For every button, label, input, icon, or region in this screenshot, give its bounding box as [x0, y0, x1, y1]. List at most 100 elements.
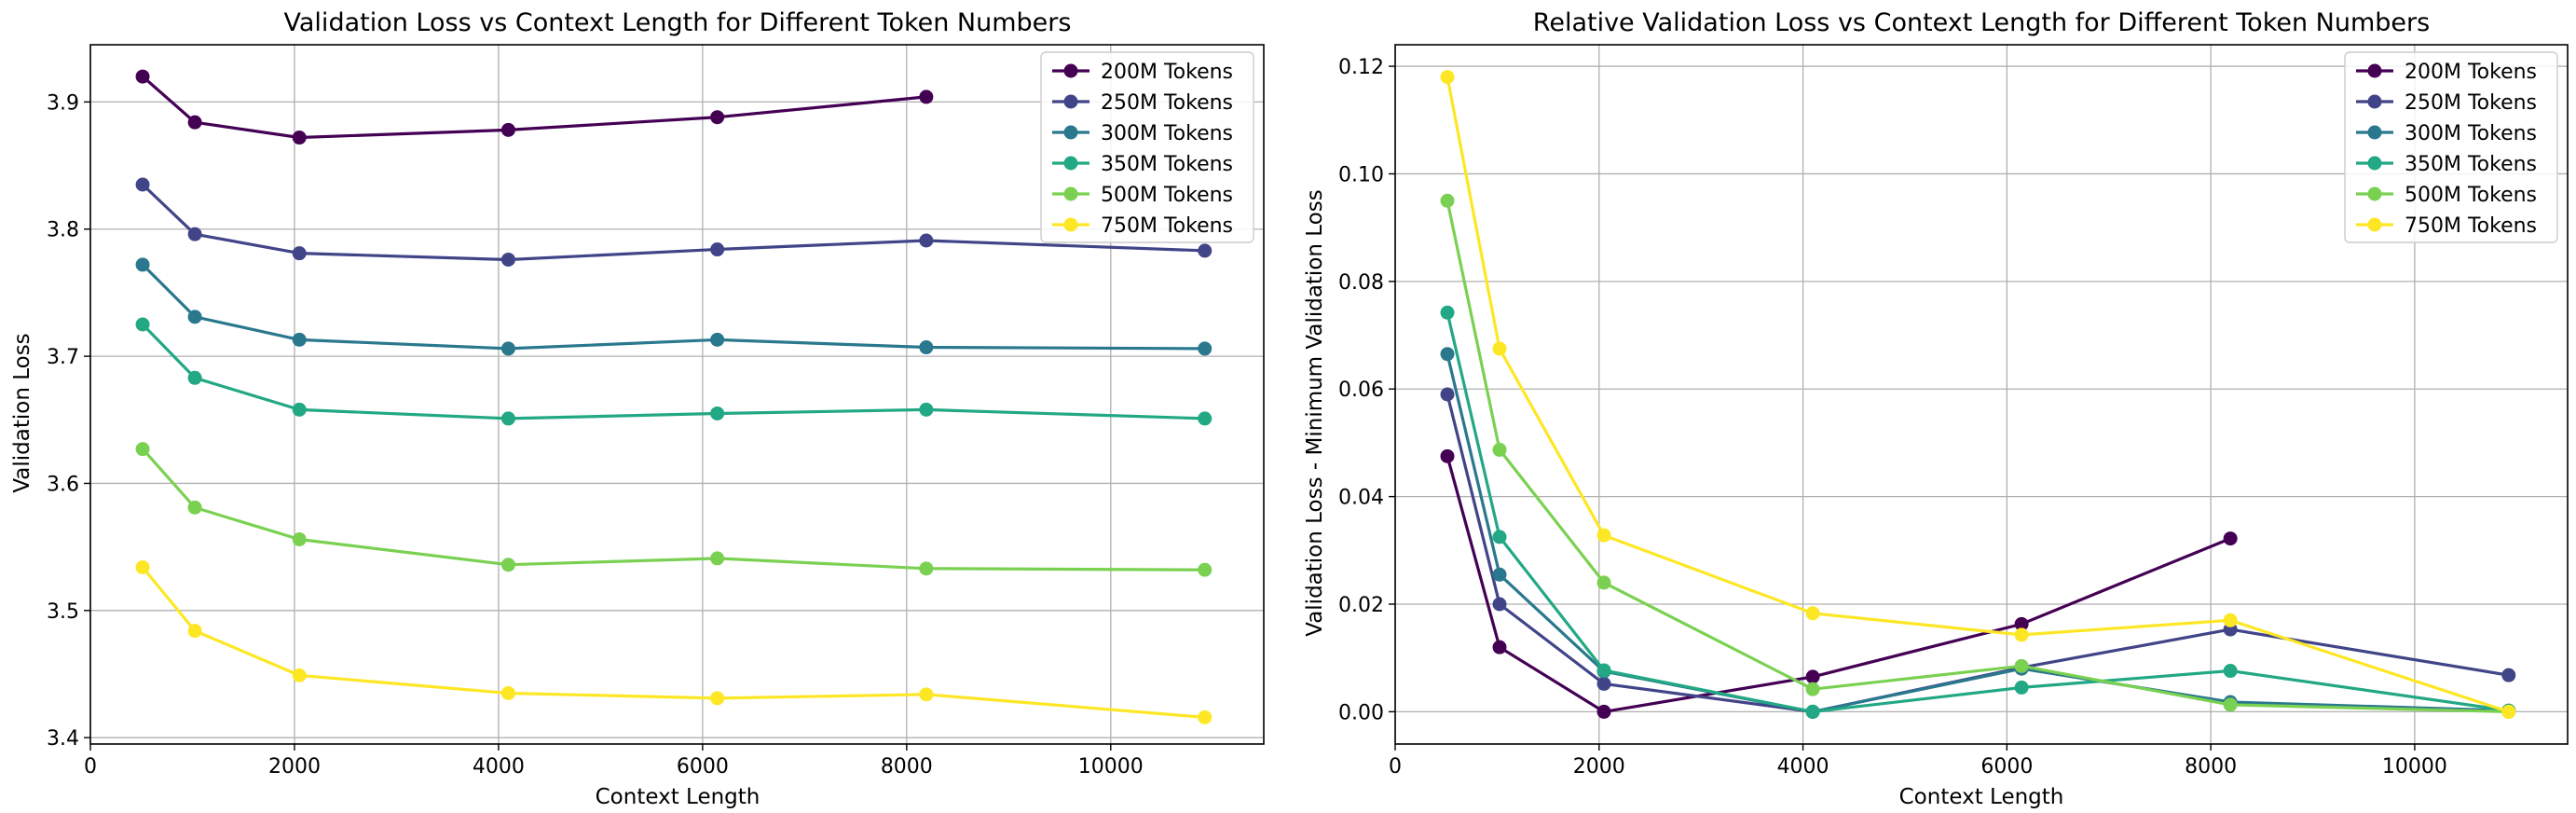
legend-entry-250m-tokens: 250M Tokens [1052, 91, 1233, 115]
data-point-300m-tokens [1440, 347, 1455, 362]
legend-entry-250m-tokens: 250M Tokens [2356, 91, 2537, 115]
data-point-750m-tokens [1440, 70, 1455, 85]
data-point-350m-tokens [1596, 663, 1611, 678]
legend-label: 300M Tokens [1101, 122, 1233, 145]
data-point-500m-tokens [2223, 697, 2238, 712]
y-tick-label: 0.06 [1338, 379, 1384, 402]
chart-right-legend: 200M Tokens 250M Tokens 300M Tokens 350M To… [2344, 51, 2558, 243]
legend-label: 500M Tokens [2405, 184, 2537, 207]
data-point-500m-tokens [1596, 575, 1611, 590]
legend-marker [2367, 125, 2382, 140]
y-tick-label: 3.9 [47, 91, 79, 115]
series-200m-tokens [1440, 448, 2238, 719]
data-point-500m-tokens [292, 531, 307, 546]
data-point-250m-tokens [1492, 597, 1507, 612]
x-tick-label: 2000 [268, 755, 321, 779]
data-point-500m-tokens [1198, 562, 1213, 577]
y-tick-label: 0.02 [1338, 594, 1384, 617]
legend-entry-350m-tokens: 350M Tokens [1052, 153, 1233, 176]
y-tick-label: 0.08 [1338, 271, 1384, 295]
series-750m-tokens [1440, 70, 2516, 719]
data-point-750m-tokens [2014, 627, 2029, 642]
data-point-500m-tokens [919, 561, 934, 576]
legend-label: 750M Tokens [1101, 214, 1233, 238]
legend-entry-500m-tokens: 500M Tokens [1052, 184, 1233, 207]
chart-left-title: Validation Loss vs Context Length for Di… [284, 8, 1072, 37]
y-tick-label: 3.7 [47, 346, 79, 369]
y-tick-label: 3.5 [47, 600, 79, 624]
data-point-350m-tokens [500, 411, 515, 426]
data-point-250m-tokens [187, 227, 202, 241]
data-point-200m-tokens [710, 110, 725, 125]
data-point-750m-tokens [1596, 528, 1611, 543]
legend-label: 200M Tokens [1101, 61, 1233, 84]
series-500m-tokens [1440, 193, 2516, 719]
data-point-500m-tokens [710, 551, 725, 566]
y-tick-label: 0.12 [1338, 56, 1384, 79]
legend-label: 350M Tokens [2405, 153, 2537, 176]
chart-right-y-axis-label: Validation Loss - Minimum Validation Los… [1303, 189, 1327, 637]
data-point-200m-tokens [187, 115, 202, 130]
data-point-200m-tokens [2014, 616, 2029, 631]
data-point-200m-tokens [292, 131, 307, 145]
chart-left-y-axis-label: Validation Loss [10, 333, 34, 492]
legend-label: 300M Tokens [2405, 122, 2537, 145]
data-point-350m-tokens [135, 317, 150, 332]
legend-label: 500M Tokens [1101, 184, 1233, 207]
legend-marker [2367, 217, 2382, 232]
chart-right-series [1440, 70, 2516, 719]
series-line-200m-tokens [142, 75, 926, 140]
legend-entry-750m-tokens: 750M Tokens [2356, 214, 2537, 238]
data-point-200m-tokens [1805, 669, 1820, 684]
data-point-300m-tokens [1492, 567, 1507, 582]
data-point-300m-tokens [710, 332, 725, 347]
data-point-750m-tokens [500, 685, 515, 700]
legend-entry-750m-tokens: 750M Tokens [1052, 214, 1233, 238]
data-point-300m-tokens [292, 332, 307, 347]
legend-entry-300m-tokens: 300M Tokens [1052, 122, 1233, 145]
data-point-300m-tokens [919, 340, 934, 355]
y-tick-label: 0.04 [1338, 487, 1384, 510]
series-line-500m-tokens [141, 448, 1205, 572]
x-tick-label: 4000 [1777, 755, 1829, 779]
x-tick-label: 2000 [1573, 755, 1625, 779]
series-250m-tokens [135, 177, 1213, 267]
chart-left-frame [89, 44, 1265, 745]
series-350m-tokens [1440, 305, 2516, 719]
y-tick-label: 3.8 [47, 219, 79, 242]
x-tick-label: 10000 [1078, 755, 1144, 779]
data-point-500m-tokens [135, 442, 150, 457]
data-point-500m-tokens [1492, 442, 1507, 457]
data-point-750m-tokens [292, 668, 307, 682]
data-point-500m-tokens [187, 500, 202, 515]
data-point-350m-tokens [1492, 530, 1507, 544]
data-point-750m-tokens [1805, 606, 1820, 621]
legend-entry-200m-tokens: 200M Tokens [2356, 61, 2537, 84]
x-tick-label: 6000 [1980, 755, 2033, 779]
y-tick-label: 0.00 [1338, 701, 1384, 724]
legend-label: 750M Tokens [2405, 214, 2537, 238]
data-point-300m-tokens [500, 341, 515, 356]
data-point-250m-tokens [135, 177, 150, 192]
chart-right-title: Relative Validation Loss vs Context Leng… [1533, 8, 2430, 37]
series-line-750m-tokens [141, 566, 1205, 719]
legend-marker [1063, 186, 1078, 201]
data-point-750m-tokens [187, 624, 202, 639]
data-point-750m-tokens [2501, 704, 2516, 719]
legend-marker [1063, 63, 1078, 78]
legend-marker [1063, 156, 1078, 171]
x-tick-label: 4000 [473, 755, 525, 779]
legend-marker [2367, 94, 2382, 109]
data-point-250m-tokens [919, 233, 934, 248]
data-point-750m-tokens [135, 559, 150, 574]
legend-marker [1063, 217, 1078, 232]
chart-left-x-axis-label: Context Length [596, 785, 760, 809]
chart-left-legend: 200M Tokens 250M Tokens 300M Tokens 350M To… [1040, 51, 1254, 243]
data-point-200m-tokens [919, 90, 934, 104]
data-point-750m-tokens [710, 691, 725, 706]
chart-right-relative-validation-loss: Relative Validation Loss vs Context Leng… [1303, 8, 2569, 809]
series-200m-tokens [135, 69, 934, 145]
data-point-750m-tokens [1492, 341, 1507, 356]
data-point-200m-tokens [135, 69, 150, 84]
